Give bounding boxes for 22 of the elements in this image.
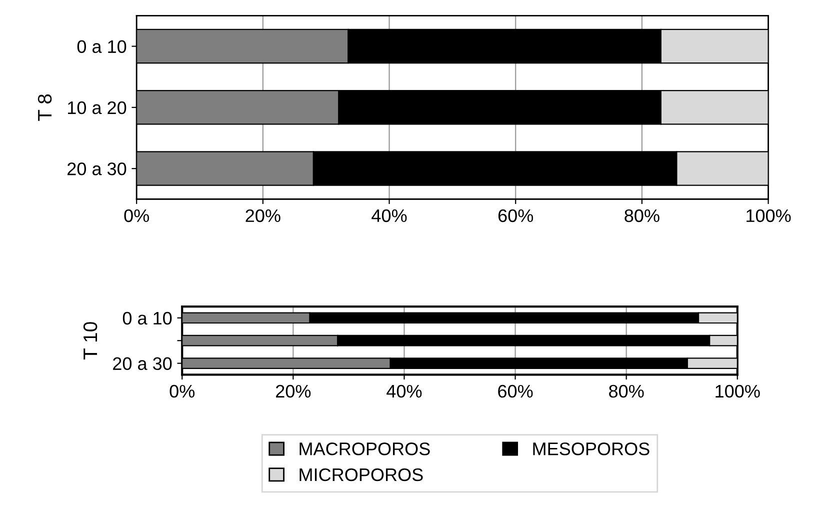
y-tick-label: 20 a 30 (68, 162, 126, 176)
y-axis-title: T 10 (83, 322, 98, 360)
x-tick-label: 0% (170, 384, 195, 398)
legend-label: MACROPOROS (300, 442, 430, 456)
x-tick-label: 100% (716, 384, 760, 398)
x-tick-label: 20% (246, 209, 280, 222)
legend-label: MESOPOROS (533, 442, 650, 456)
x-tick-label: 80% (609, 384, 644, 398)
x-tick-label: 80% (624, 209, 660, 222)
y-tick-label: 0 a 10 (77, 40, 126, 54)
x-tick-label: 60% (498, 209, 534, 222)
x-tick-label: 40% (372, 209, 407, 222)
x-tick-label: 20% (276, 384, 311, 398)
y-axis-title: T 8 (38, 94, 52, 121)
x-tick-label: 40% (386, 384, 422, 398)
x-tick-label: 0% (124, 209, 149, 222)
x-tick-label: 100% (746, 209, 791, 222)
y-tick-label: 0 a 10 (122, 312, 172, 325)
y-tick-label: 20 a 30 (113, 357, 172, 370)
x-tick-label: 60% (498, 384, 533, 398)
legend-label: MICROPOROS (300, 468, 423, 482)
y-tick-label: 10 a 20 (68, 101, 126, 114)
